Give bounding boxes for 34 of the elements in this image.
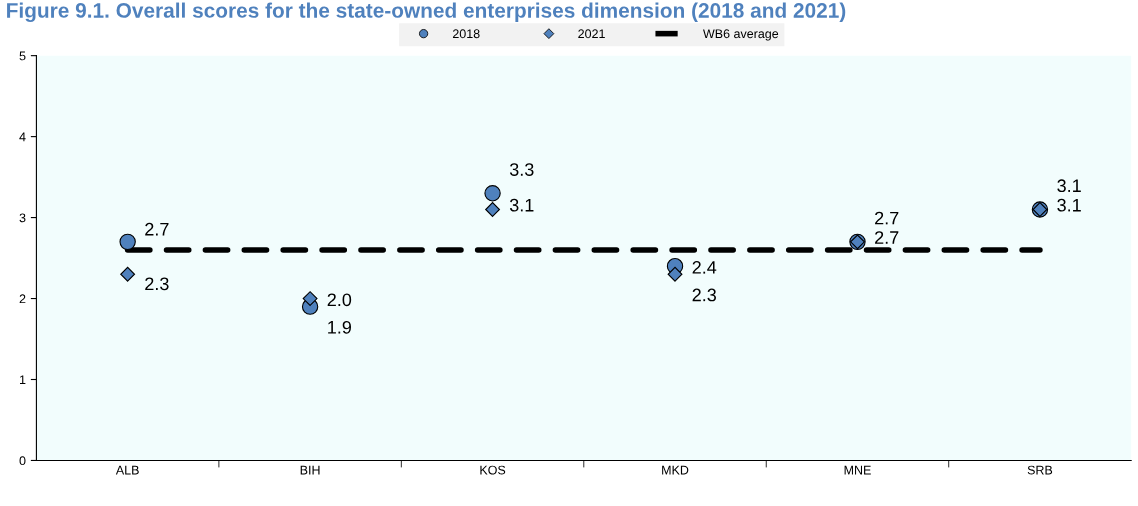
legend-label: 2018: [452, 29, 480, 39]
y-tick-label: 5: [19, 51, 26, 61]
x-tick-label: SRB: [1027, 465, 1053, 475]
point: [485, 202, 500, 217]
y-tick-label: 1: [20, 375, 26, 385]
y-tick-label: 2: [19, 294, 26, 304]
data-label: 2.3: [145, 277, 169, 291]
point: [667, 266, 683, 282]
data-label: 2.4: [692, 260, 717, 274]
legend-label: 2021: [578, 29, 605, 39]
x-tick-label: ALB: [115, 465, 139, 475]
point: [484, 185, 501, 202]
data-label: 3.3: [509, 163, 534, 176]
data-label: 2.0: [327, 293, 352, 307]
data-label: 3.1: [509, 198, 534, 212]
data-label: 2.7: [145, 222, 169, 236]
x-tick-label: MKD: [662, 465, 689, 475]
data-label: 2.3: [692, 288, 716, 302]
point: [119, 233, 136, 251]
x-tick-label: BIH: [300, 465, 320, 475]
chart-title: Figure 9.1. Overall scores for the state-owned enterprises dimension (2018 and 2021): [7, 2, 846, 23]
x-tick-label: KOS: [480, 465, 506, 475]
data-label: 1.9: [328, 320, 352, 334]
legend-label: WB6 average: [703, 29, 779, 41]
data-label: 3.1: [1057, 179, 1081, 193]
y-tick-label: 0: [19, 456, 26, 466]
y-tick-label: 4: [19, 132, 26, 142]
x-tick-label: MNE: [844, 465, 871, 475]
data-label: 2.7: [875, 231, 899, 244]
y-tick-label: 3: [19, 213, 26, 223]
data-label: 3.1: [1057, 198, 1081, 212]
point: [120, 266, 136, 282]
point: [302, 291, 318, 306]
data-label: 2.7: [875, 211, 899, 225]
